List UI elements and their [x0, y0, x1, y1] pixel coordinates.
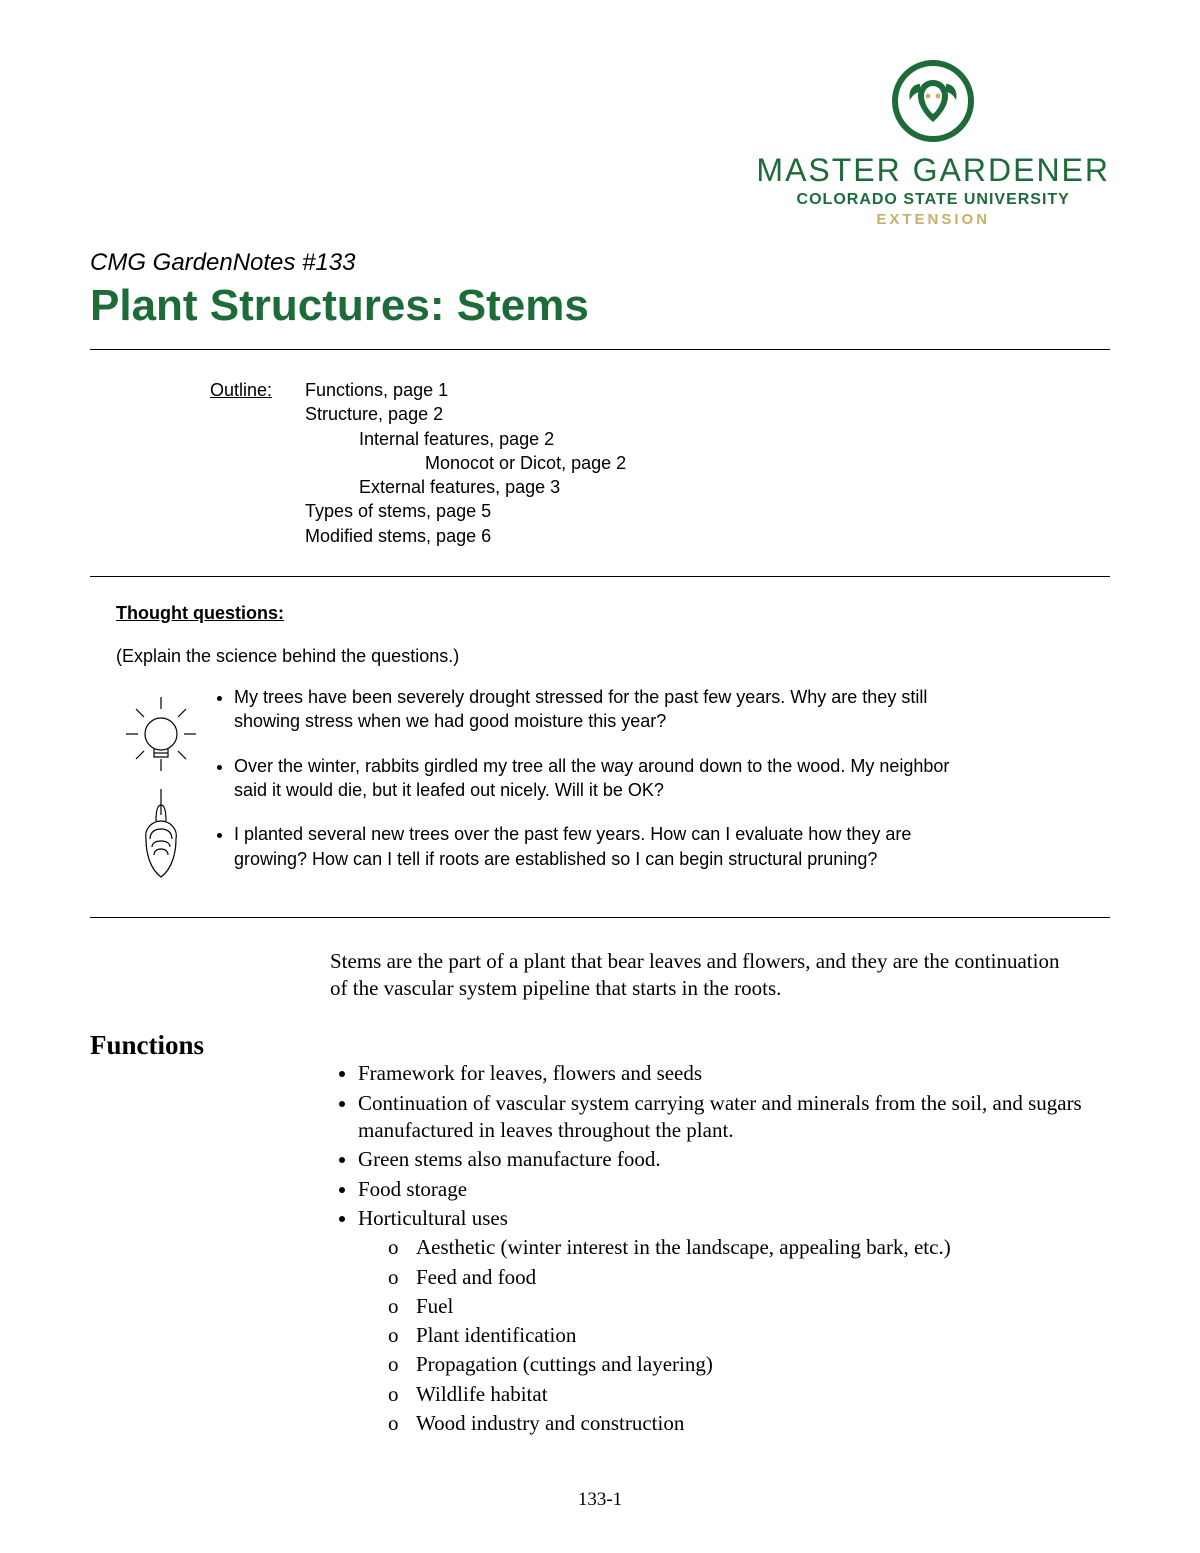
document-page: MASTER GARDENER COLORADO STATE UNIVERSIT…	[0, 0, 1200, 1551]
thought-item: My trees have been severely drought stre…	[234, 685, 964, 734]
functions-subitem: Propagation (cuttings and layering)	[388, 1351, 1110, 1378]
thought-row: My trees have been severely drought stre…	[116, 685, 1110, 891]
functions-item: Horticultural usesAesthetic (winter inte…	[358, 1205, 1110, 1437]
functions-item: Continuation of vascular system carrying…	[358, 1090, 1110, 1145]
outline-line: Structure, page 2	[305, 402, 626, 426]
outline-line: Modified stems, page 6	[305, 524, 626, 548]
functions-heading: Functions	[90, 1030, 330, 1439]
outline-line: Internal features, page 2	[305, 427, 626, 451]
functions-subitem: Wood industry and construction	[388, 1410, 1110, 1437]
functions-subitem: Feed and food	[388, 1264, 1110, 1291]
thought-heading: Thought questions:	[116, 603, 1110, 624]
document-title: Plant Structures: Stems	[90, 281, 1110, 331]
outline-items: Functions, page 1Structure, page 2Intern…	[305, 378, 626, 548]
functions-body: Framework for leaves, flowers and seeds C…	[330, 1030, 1110, 1439]
thought-list: My trees have been severely drought stre…	[206, 685, 1110, 891]
functions-subitem: Plant identification	[388, 1322, 1110, 1349]
functions-subitem: Fuel	[388, 1293, 1110, 1320]
outline-line: Types of stems, page 5	[305, 499, 626, 523]
logo-extension: EXTENSION	[756, 211, 1110, 228]
thought-item: I planted several new trees over the pas…	[234, 822, 964, 871]
divider	[90, 917, 1110, 918]
page-number: 133-1	[90, 1489, 1110, 1511]
functions-item: Framework for leaves, flowers and seeds	[358, 1060, 1110, 1087]
functions-item: Green stems also manufacture food.	[358, 1146, 1110, 1173]
functions-section: Functions Framework for leaves, flowers …	[90, 1030, 1110, 1439]
functions-item: Food storage	[358, 1176, 1110, 1203]
divider	[90, 576, 1110, 577]
outline-line: Monocot or Dicot, page 2	[305, 451, 626, 475]
outline-line: External features, page 3	[305, 475, 626, 499]
outline-label: Outline:	[210, 378, 300, 402]
thought-questions-block: Thought questions: (Explain the science …	[116, 603, 1110, 891]
intro-paragraph: Stems are the part of a plant that bear …	[330, 948, 1070, 1003]
thought-illustration	[116, 685, 206, 889]
header-logo-block: MASTER GARDENER COLORADO STATE UNIVERSIT…	[90, 60, 1110, 229]
outline-block: Outline: Functions, page 1Structure, pag…	[210, 378, 1110, 548]
divider	[90, 349, 1110, 350]
functions-subitem: Wildlife habitat	[388, 1381, 1110, 1408]
logo-block: MASTER GARDENER COLORADO STATE UNIVERSIT…	[756, 60, 1110, 228]
thought-item: Over the winter, rabbits girdled my tree…	[234, 754, 964, 803]
ram-logo-icon	[892, 60, 974, 142]
thought-subheading: (Explain the science behind the question…	[116, 646, 1110, 667]
logo-master-gardener: MASTER GARDENER	[756, 152, 1110, 189]
outline-line: Functions, page 1	[305, 378, 626, 402]
document-supertitle: CMG GardenNotes #133	[90, 249, 1110, 277]
functions-subitem: Aesthetic (winter interest in the landsc…	[388, 1234, 1110, 1261]
logo-csu: COLORADO STATE UNIVERSITY	[756, 191, 1110, 209]
